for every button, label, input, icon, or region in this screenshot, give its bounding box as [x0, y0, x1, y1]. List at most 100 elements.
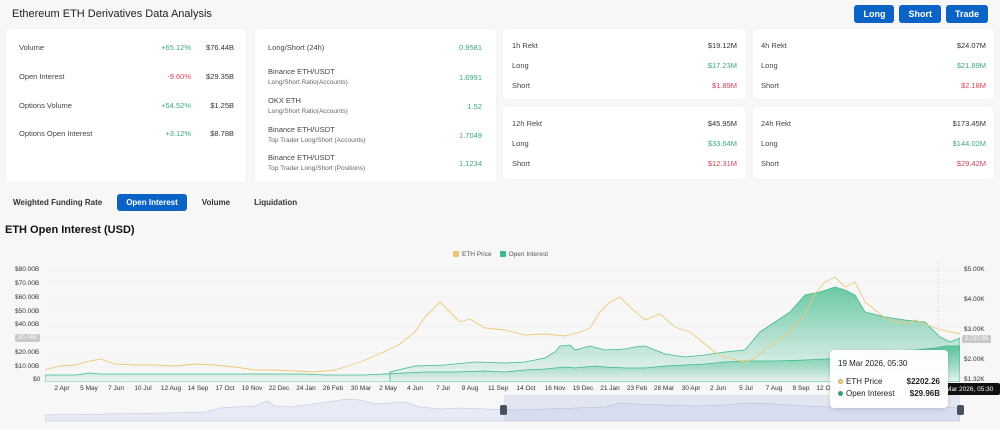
rekt-long-value: $17.23M: [707, 61, 737, 70]
x-tick: 24 Jan: [296, 385, 316, 392]
x-tick: 19 Dec: [572, 385, 594, 392]
y-tick-left: $50.00B: [15, 308, 40, 315]
ratio-label: Binance ETH/USDT: [268, 67, 335, 76]
rekt-long-value: $21.89M: [956, 61, 986, 70]
eth-price-line: [45, 276, 960, 373]
rekt-short-value: $12.31M: [707, 159, 737, 168]
eth-price-dot-icon: [838, 379, 843, 384]
x-tick: 16 Nov: [544, 385, 566, 392]
ratio-value: 1.6991: [459, 73, 482, 82]
rekt-long-value: $33.64M: [707, 139, 737, 148]
x-tick: 7 Aug: [765, 385, 783, 392]
tab-open-interest[interactable]: Open Interest: [117, 194, 187, 211]
tooltip-date: 19 Mar 2026, 05:30: [838, 359, 908, 368]
slider-right-handle[interactable]: [957, 405, 964, 415]
stat-change: +54.52%: [161, 101, 191, 110]
x-tick: 30 Mar: [350, 385, 372, 392]
stat-value: $8.78B: [210, 129, 234, 138]
x-tick: 5 Jul: [739, 385, 753, 392]
crosshair-right-value: 2,737.65: [962, 335, 992, 343]
y-tick-left: $0: [33, 376, 41, 383]
ratio-sublabel: Long/Short Ratio(Accounts): [268, 79, 348, 86]
rekt-short-value: $1.89M: [711, 81, 737, 90]
page-title: Ethereum ETH Derivatives Data Analysis: [12, 8, 212, 20]
slider-left-handle[interactable]: [500, 405, 507, 415]
tab-liquidation[interactable]: Liquidation: [254, 198, 298, 207]
chart-legend: ETH Price Open Interest: [453, 251, 548, 258]
x-tick: 2 May: [379, 385, 397, 392]
tooltip-value: $29.96B: [909, 389, 940, 398]
stat-value: $29.35B: [206, 72, 234, 81]
ratio-sublabel: Long/Short Ratio(Accounts): [268, 108, 348, 115]
long-button[interactable]: Long: [854, 5, 895, 23]
ratio-sublabel: Top Trader Long/Short (Positions): [268, 165, 366, 172]
tooltip-row-open-interest: Open Interest $29.96B: [838, 389, 940, 398]
legend-swatch-icon: [453, 251, 459, 257]
rekt-total: $45.95M: [707, 119, 737, 128]
rekt-card-24h: 24h Rekt $173.45M Long $144.02M Short $2…: [753, 107, 994, 179]
y-tick-left: $80.00B: [15, 266, 40, 273]
market-stats-card: Volume +65.12% $76.44B Open Interest -9.…: [6, 29, 246, 182]
chart-title: ETH Open Interest (USD): [5, 224, 135, 236]
ratio-label: Binance ETH/USDT: [268, 125, 335, 134]
chart-tooltip: 19 Mar 2026, 05:30 ETH Price $2202.26 Op…: [830, 350, 948, 408]
ratio-label: Long/Short (24h): [268, 43, 325, 52]
stat-label: Volume: [19, 43, 45, 52]
rekt-total: $173.45M: [952, 119, 986, 128]
x-tick: 10 Jul: [134, 385, 152, 392]
x-tick: 21 Jan: [600, 385, 620, 392]
rekt-long-label: Long: [512, 139, 529, 148]
x-tick: 4 Jun: [407, 385, 423, 392]
rekt-total: $19.12M: [707, 41, 737, 50]
tooltip-label: Open Interest: [846, 389, 895, 398]
rekt-short-value: $29.42M: [956, 159, 986, 168]
x-tick: 30 Apr: [681, 385, 701, 392]
stat-change: +65.12%: [161, 43, 191, 52]
legend-item-open-interest[interactable]: Open Interest: [499, 251, 549, 258]
ratio-label: Binance ETH/USDT: [268, 153, 335, 162]
legend-label: Open Interest: [508, 251, 549, 258]
tab-weighted-funding-rate[interactable]: Weighted Funding Rate: [13, 198, 103, 207]
x-tick: 2 Apr: [54, 385, 70, 392]
long-short-ratio-card: Long/Short (24h) 0.9581 Binance ETH/USDT…: [255, 29, 496, 182]
rekt-long-label: Long: [761, 61, 778, 70]
rekt-total: $24.07M: [956, 41, 986, 50]
rekt-card-1h: 1h Rekt $19.12M Long $17.23M Short $1.89…: [503, 29, 746, 99]
ratio-value: 0.9581: [459, 43, 482, 52]
y-tick-right: $3.00K: [964, 326, 985, 333]
tooltip-row-eth-price: ETH Price $2202.26: [838, 377, 940, 386]
rekt-card-12h: 12h Rekt $45.95M Long $33.64M Short $12.…: [503, 107, 746, 179]
x-tick: 5 May: [80, 385, 98, 392]
legend-label: ETH Price: [462, 251, 492, 258]
legend-item-eth-price[interactable]: ETH Price: [453, 251, 492, 258]
tab-volume[interactable]: Volume: [201, 198, 231, 207]
x-tick: 19 Nov: [241, 385, 263, 392]
stat-label: Open Interest: [19, 72, 65, 81]
x-tick: 7 Jun: [108, 385, 124, 392]
x-tick: 14 Oct: [516, 385, 536, 392]
x-tick: 17 Oct: [215, 385, 235, 392]
ratio-value: 1.52: [467, 102, 482, 111]
ratio-value: 1.1234: [459, 159, 482, 168]
x-tick: 2 Jun: [710, 385, 726, 392]
trade-button[interactable]: Trade: [945, 5, 988, 23]
rekt-long-label: Long: [512, 61, 529, 70]
stat-change: +3.12%: [165, 129, 191, 138]
rekt-short-label: Short: [761, 81, 779, 90]
y-tick-left: $40.00B: [15, 321, 40, 328]
y-tick-right: $5.00K: [964, 266, 985, 273]
rekt-short-label: Short: [512, 159, 530, 168]
y-tick-left: $20.00B: [15, 349, 40, 356]
short-button[interactable]: Short: [899, 5, 941, 23]
y-tick-left: $70.00B: [15, 280, 40, 287]
rekt-short-label: Short: [761, 159, 779, 168]
crosshair-x-label: 19 Mar 2026, 05:30: [935, 383, 1000, 395]
stat-change: -9.60%: [167, 72, 191, 81]
ratio-label: OKX ETH: [268, 96, 301, 105]
open-interest-chart[interactable]: [45, 262, 960, 382]
rekt-title: 1h Rekt: [512, 41, 538, 50]
x-tick: 9 Aug: [461, 385, 479, 392]
x-tick: 26 Feb: [322, 385, 344, 392]
x-tick: 11 Sep: [487, 385, 509, 392]
open-interest-line-mid: [389, 286, 960, 382]
